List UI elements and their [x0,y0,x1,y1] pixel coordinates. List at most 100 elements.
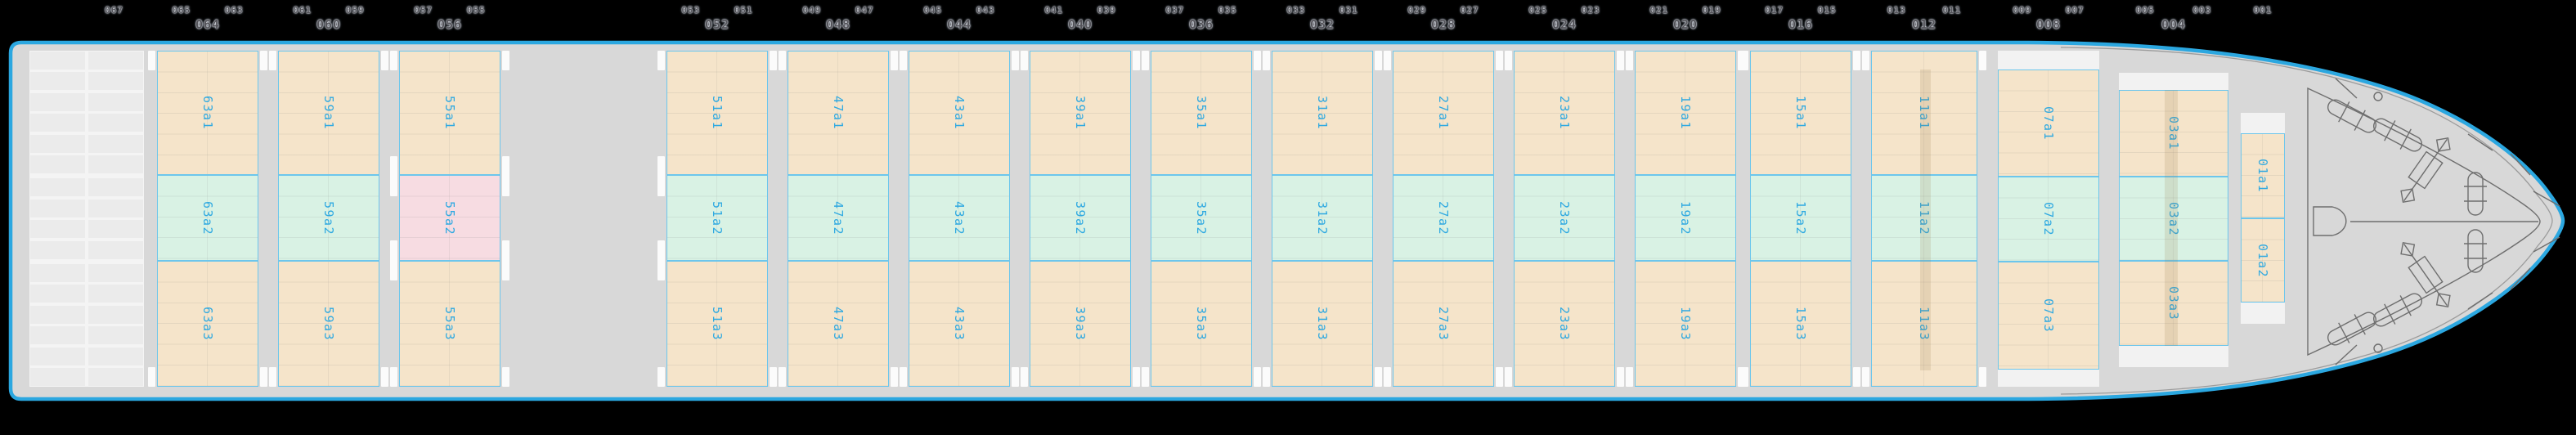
stern-grid-cell[interactable] [88,220,143,239]
stern-grid-cell[interactable] [30,199,85,218]
cargo-slot-59a1[interactable]: 59a1 [278,51,379,175]
cargo-slot-11a1[interactable]: 11a1 [1871,51,1977,175]
bay-number-odd: 001 [2253,5,2273,16]
stern-grid-cell[interactable] [88,368,143,387]
stern-grid-cell[interactable] [30,368,85,387]
cargo-slot-47a1[interactable]: 47a1 [788,51,889,175]
cargo-slot-label: 63a2 [200,200,215,235]
cargo-slot-11a3[interactable]: 11a3 [1871,261,1977,387]
cargo-slot-39a1[interactable]: 39a1 [1030,51,1131,175]
hatch-cleat-tab [269,51,276,70]
cargo-slot-label: 59a3 [321,306,336,342]
cargo-slot-03a3[interactable]: 03a3 [2119,261,2228,346]
cargo-slot-label: 23a2 [1557,200,1572,235]
cargo-slot-label: 07a2 [2041,201,2056,237]
cargo-slot-label: 55a2 [442,200,457,235]
stern-grid-cell[interactable] [30,52,85,70]
stern-grid-cell[interactable] [30,178,85,197]
stern-grid-cell[interactable] [30,114,85,132]
cargo-slot-07a1[interactable]: 07a1 [1998,70,2099,177]
cargo-slot-43a1[interactable]: 43a1 [909,51,1010,175]
stern-grid-cell[interactable] [88,285,143,303]
stern-grid-cell[interactable] [30,220,85,239]
stern-grid-cell[interactable] [30,134,85,153]
cargo-slot-27a3[interactable]: 27a3 [1393,261,1494,387]
stern-grid-cell[interactable] [88,305,143,324]
cargo-slot-51a1[interactable]: 51a1 [666,51,768,175]
stern-grid-cell[interactable] [88,114,143,132]
hatch-band [2241,113,2285,133]
cargo-slot-63a1[interactable]: 63a1 [157,51,258,175]
cargo-slot-07a3[interactable]: 07a3 [1998,262,2099,370]
stern-grid-cell[interactable] [88,72,143,91]
stern-grid-cell[interactable] [30,285,85,303]
hatch-cleat-tab [502,51,509,70]
bay-number-even: 060 [316,17,342,32]
cargo-slot-47a2[interactable]: 47a2 [788,175,889,261]
cargo-slot-63a2[interactable]: 63a2 [157,175,258,261]
cargo-slot-39a2[interactable]: 39a2 [1030,175,1131,261]
cargo-slot-55a1[interactable]: 55a1 [399,51,500,175]
cargo-slot-47a3[interactable]: 47a3 [788,261,889,387]
stern-grid-cell[interactable] [30,72,85,91]
stern-grid-cell[interactable] [30,92,85,111]
hatch-cleat-tab [390,367,397,387]
cargo-slot-27a1[interactable]: 27a1 [1393,51,1494,175]
hatch-cleat-tab [1133,51,1140,70]
cargo-slot-51a3[interactable]: 51a3 [666,261,768,387]
cargo-slot-51a2[interactable]: 51a2 [666,175,768,261]
cargo-slot-01a1[interactable]: 01a1 [2241,133,2285,218]
cargo-slot-01a2[interactable]: 01a2 [2241,218,2285,303]
bay-number-odd: 065 [172,5,191,16]
cargo-slot-55a2[interactable]: 55a2 [399,175,500,261]
stern-grid-cell[interactable] [88,240,143,259]
cargo-slot-35a1[interactable]: 35a1 [1151,51,1252,175]
cargo-slot-03a1[interactable]: 03a1 [2119,90,2228,177]
cargo-slot-39a3[interactable]: 39a3 [1030,261,1131,387]
cargo-slot-59a3[interactable]: 59a3 [278,261,379,387]
stern-grid-cell[interactable] [88,155,143,174]
stern-grid-cell[interactable] [88,178,143,197]
cargo-slot-23a1[interactable]: 23a1 [1514,51,1615,175]
cargo-slot-15a1[interactable]: 15a1 [1750,51,1851,175]
stern-grid-cell[interactable] [30,155,85,174]
cargo-slot-19a2[interactable]: 19a2 [1635,175,1736,261]
stern-grid-cell[interactable] [88,199,143,218]
stern-grid-cell[interactable] [88,52,143,70]
stern-grid-cell[interactable] [88,134,143,153]
cargo-slot-31a1[interactable]: 31a1 [1272,51,1373,175]
cargo-slot-43a3[interactable]: 43a3 [909,261,1010,387]
cargo-slot-31a2[interactable]: 31a2 [1272,175,1373,261]
cargo-slot-35a2[interactable]: 35a2 [1151,175,1252,261]
cargo-slot-label: 11a2 [1917,200,1932,235]
cargo-slot-23a3[interactable]: 23a3 [1514,261,1615,387]
cargo-slot-15a2[interactable]: 15a2 [1750,175,1851,261]
cargo-slot-label: 55a3 [442,306,457,342]
cargo-slot-19a3[interactable]: 19a3 [1635,261,1736,387]
cargo-slot-23a2[interactable]: 23a2 [1514,175,1615,261]
hatch-cleat-tab [1853,367,1860,387]
cargo-slot-43a2[interactable]: 43a2 [909,175,1010,261]
stern-grid-cell[interactable] [88,92,143,111]
cargo-slot-63a3[interactable]: 63a3 [157,261,258,387]
hatch-cleat-tab [260,51,267,70]
cargo-slot-15a3[interactable]: 15a3 [1750,261,1851,387]
stern-grid-cell[interactable] [88,264,143,283]
cargo-slot-03a2[interactable]: 03a2 [2119,177,2228,261]
stern-grid-cell[interactable] [88,347,143,365]
cargo-slot-35a3[interactable]: 35a3 [1151,261,1252,387]
stern-grid-cell[interactable] [30,264,85,283]
cargo-slot-59a2[interactable]: 59a2 [278,175,379,261]
stern-grid-cell[interactable] [30,347,85,365]
cargo-slot-31a3[interactable]: 31a3 [1272,261,1373,387]
cargo-slot-55a3[interactable]: 55a3 [399,261,500,387]
mooring-winch-icon [2464,172,2487,216]
cargo-slot-11a2[interactable]: 11a2 [1871,175,1977,261]
stern-grid-cell[interactable] [30,326,85,345]
stern-grid-cell[interactable] [30,240,85,259]
cargo-slot-19a1[interactable]: 19a1 [1635,51,1736,175]
stern-grid-cell[interactable] [88,326,143,345]
cargo-slot-27a2[interactable]: 27a2 [1393,175,1494,261]
stern-grid-cell[interactable] [30,305,85,324]
cargo-slot-07a2[interactable]: 07a2 [1998,177,2099,262]
